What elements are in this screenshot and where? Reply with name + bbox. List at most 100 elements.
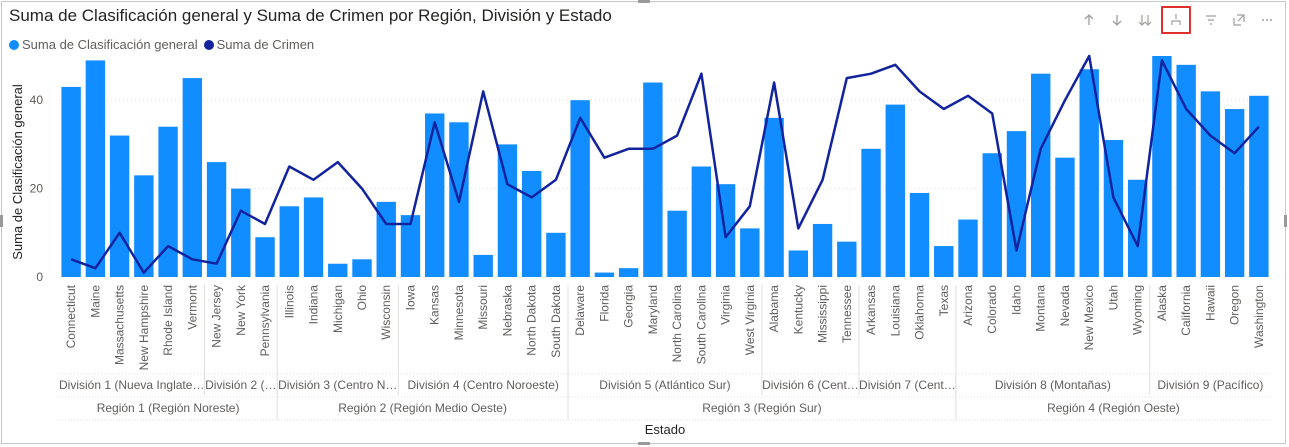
resize-handle-right[interactable]: [1284, 215, 1287, 227]
bar: [1055, 157, 1075, 277]
expand-hierarchy-button[interactable]: [1161, 6, 1191, 34]
bar: [909, 193, 930, 277]
resize-handle-left[interactable]: [0, 215, 3, 227]
drill-down-button[interactable]: [1105, 8, 1129, 32]
x-tick-label: Alaska: [1155, 285, 1169, 321]
resize-handle-top[interactable]: [638, 0, 650, 3]
x-tick-label: Washington: [1252, 285, 1266, 348]
focus-mode-button[interactable]: [1227, 8, 1251, 32]
y-tick-label: 0: [36, 270, 43, 284]
x-tick-label: Arizona: [961, 285, 975, 326]
division-label: División 4 (Centro Noroeste): [408, 378, 559, 392]
bar: [740, 228, 760, 277]
x-tick-label: Kansas: [428, 285, 442, 325]
bar: [85, 60, 106, 277]
crime-line: [70, 54, 1260, 274]
bar: [982, 153, 1002, 277]
bar: [206, 162, 227, 277]
x-tick-label: Texas: [937, 285, 951, 316]
legend-label-crimen: Suma de Crimen: [216, 37, 315, 52]
bar: [497, 144, 518, 277]
bar: [691, 166, 712, 277]
division-label: División 5 (Atlántico Sur): [599, 378, 730, 392]
x-tick-label: Colorado: [985, 285, 999, 334]
bar: [400, 215, 421, 277]
x-tick-label: Oregon: [1228, 285, 1242, 325]
legend-item-clasificacion[interactable]: Suma de Clasificación general: [9, 37, 198, 52]
y-tick-label: 40: [30, 93, 44, 107]
x-tick-label: Montana: [1034, 285, 1048, 332]
x-tick-label: Arkansas: [864, 285, 878, 335]
bar: [958, 219, 978, 277]
bar: [934, 246, 954, 277]
drill-up-button[interactable]: [1077, 8, 1101, 32]
bar: [788, 250, 809, 277]
x-tick-label: Missouri: [476, 285, 490, 330]
x-tick-label: South Carolina: [694, 285, 708, 365]
division-label: División 7 (Cent…: [859, 378, 956, 392]
x-axis-title: Estado: [645, 422, 685, 437]
x-tick-label: New Hampshire: [137, 285, 151, 371]
bar: [1224, 109, 1245, 277]
double-arrow-down-icon: [1138, 15, 1152, 26]
x-tick-label: Pennsylvania: [258, 285, 272, 357]
bar: [812, 223, 833, 277]
bar: [182, 78, 203, 277]
bar: [1176, 64, 1196, 277]
legend-marker-clasificacion: [9, 39, 19, 50]
bar: [352, 259, 372, 277]
x-tick-label: Louisiana: [888, 285, 902, 337]
bar: [618, 268, 639, 277]
bar: [546, 232, 566, 277]
bar: [1152, 56, 1172, 277]
bar: [521, 170, 542, 277]
y-axis-title: Suma de Clasificación general: [10, 84, 25, 260]
x-tick-label: North Carolina: [670, 285, 684, 363]
visual-header-toolbar: [1073, 6, 1279, 34]
region-label: Región 1 (Región Noreste): [97, 401, 240, 415]
x-tick-label: Connecticut: [64, 284, 78, 348]
next-level-button[interactable]: [1133, 8, 1157, 32]
filter-icon: [1206, 15, 1216, 25]
x-tick-label: New York: [234, 284, 248, 336]
x-tick-label: Michigan: [331, 285, 345, 333]
x-tick-label: Vermont: [185, 284, 199, 329]
x-tick-label: Georgia: [622, 285, 636, 328]
bar: [594, 272, 615, 277]
x-tick-label: Oklahoma: [913, 285, 927, 340]
x-tick-label: Virginia: [719, 285, 733, 325]
bar: [570, 100, 590, 277]
x-tick-label: Wyoming: [1131, 285, 1145, 335]
bar: [231, 188, 251, 277]
legend-item-crimen[interactable]: Suma de Crimen: [203, 37, 315, 52]
x-tick-label: Iowa: [403, 285, 417, 311]
x-tick-label: Ohio: [355, 285, 369, 311]
chart-legend: Suma de Clasificación general Suma de Cr…: [9, 37, 320, 52]
division-label: División 8 (Montañas): [995, 378, 1111, 392]
bar: [861, 148, 881, 277]
chart-title: Suma de Clasificación general y Suma de …: [9, 6, 612, 25]
division-label: División 1 (Nueva Inglate…: [59, 378, 204, 392]
more-options-button[interactable]: [1255, 8, 1279, 32]
x-tick-label: Kentucky: [791, 285, 805, 334]
bar: [1249, 95, 1269, 277]
bar: [109, 135, 130, 277]
x-tick-label: California: [1179, 285, 1193, 336]
bar: [376, 201, 396, 277]
resize-handle-bottom[interactable]: [638, 442, 650, 445]
x-tick-label: North Dakota: [525, 285, 539, 356]
expand-hierarchy-icon: [1171, 14, 1181, 25]
region-label: Región 3 (Región Sur): [702, 401, 821, 415]
x-tick-label: Florida: [597, 285, 611, 322]
bar-series: [61, 56, 1269, 278]
filter-button[interactable]: [1199, 8, 1223, 32]
x-tick-label: Maryland: [646, 285, 660, 334]
bar: [1079, 69, 1099, 277]
bar: [425, 113, 445, 278]
region-label: Región 2 (Región Medio Oeste): [338, 401, 507, 415]
x-tick-label: Massachusetts: [113, 285, 127, 365]
focus-mode-icon: [1233, 14, 1245, 26]
x-tick-label: Idaho: [1009, 285, 1023, 315]
division-label: División 2 (…: [205, 378, 276, 392]
